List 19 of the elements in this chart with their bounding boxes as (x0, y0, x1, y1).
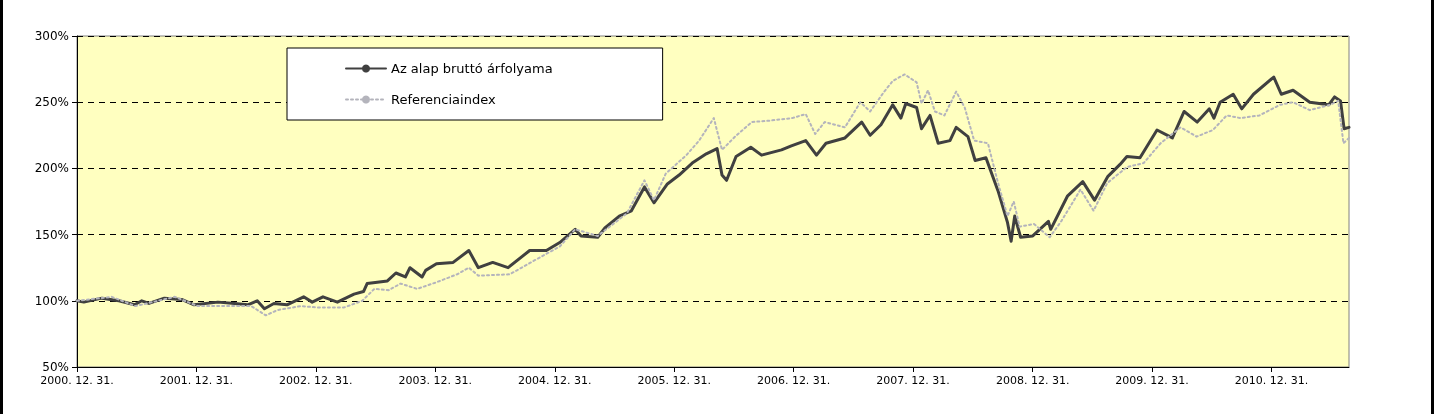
y-tick-label: 250% (34, 95, 69, 110)
x-tick-label: 2008. 12. 31. (995, 374, 1070, 387)
x-tick-label: 2000. 12. 31. (40, 374, 114, 387)
x-tick-label: 2002. 12. 31. (279, 374, 353, 387)
x-tick-label: 2005. 12. 31. (637, 374, 711, 387)
x-tick-label: 2001. 12. 31. (159, 374, 234, 387)
x-tick-label: 2007. 12. 31. (876, 374, 950, 387)
legend-label: Az alap bruttó árfolyama (391, 61, 553, 76)
x-tick-label: 2010. 12. 31. (1234, 374, 1309, 387)
x-tick-label: 2009. 12. 31. (1115, 374, 1189, 387)
x-tick-label: 2004. 12. 31. (518, 374, 592, 387)
y-tick-label: 300% (34, 29, 69, 43)
y-tick-label: 50% (42, 360, 69, 374)
y-tick-label: 200% (34, 161, 69, 176)
y-tick-label: 100% (34, 293, 69, 308)
legend-label: Referenciaindex (391, 92, 496, 107)
y-tick-label: 150% (34, 227, 69, 242)
x-tick-label: 2006. 12. 31. (756, 374, 831, 387)
x-tick-label: 2003. 12. 31. (398, 374, 472, 387)
